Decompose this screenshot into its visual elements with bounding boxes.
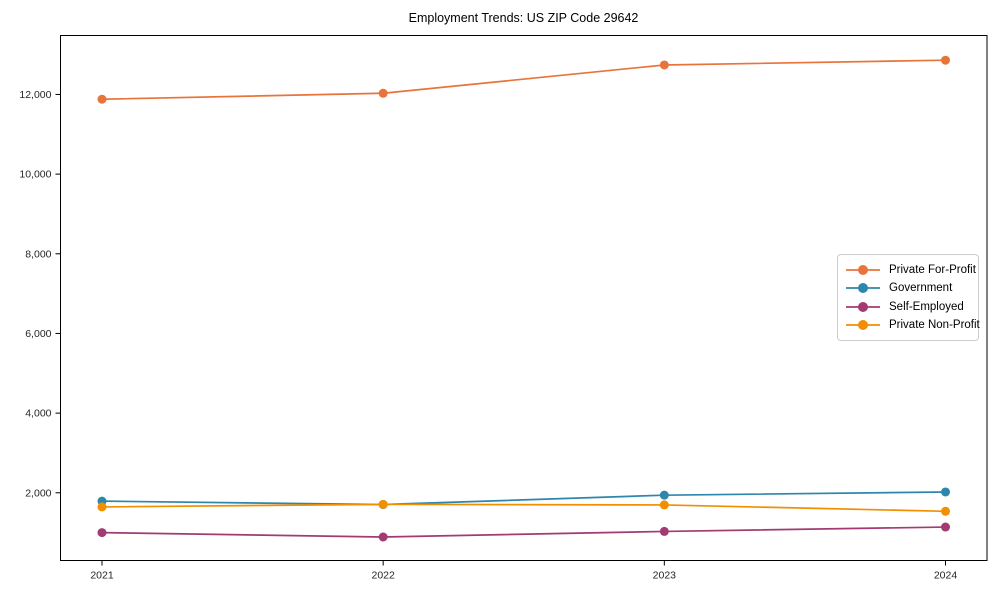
data-point-self-employed-2022 [378,532,388,542]
plot-border [60,35,988,561]
legend-line-marker-icon [846,319,880,330]
y-tick-label: 8,000 [25,248,51,260]
data-point-private-non-profit-2022 [378,499,388,509]
legend-item-government: Government [845,279,970,297]
y-tick-label: 10,000 [19,169,51,181]
legend-label: Private Non-Profit [889,318,980,331]
legend-item-self-employed: Self-Employed [845,298,970,316]
data-point-government-2023 [659,490,669,500]
line-series-private-for-profit [101,59,947,101]
data-point-private-non-profit-2021 [97,502,107,512]
data-point-self-employed-2024 [941,522,950,532]
legend: Private For-Profit Government Self-Emplo… [837,254,980,341]
data-point-private-for-profit-2021 [97,94,107,104]
data-point-private-for-profit-2023 [659,60,669,70]
data-point-self-employed-2023 [659,526,669,536]
y-tick-label: 12,000 [19,89,51,101]
y-tick-label: 2,000 [25,487,51,499]
legend-line-marker-icon [846,301,880,312]
line-series-government [101,491,947,506]
line-series-private-non-profit [101,503,947,513]
y-tick-label: 6,000 [25,328,51,340]
data-point-private-non-profit-2023 [659,500,669,510]
legend-label: Private For-Profit [889,264,976,276]
y-tick-label: 4,000 [25,408,51,420]
legend-line-marker-icon [846,283,880,294]
legend-label: Government [889,282,953,295]
x-tick-label: 2021 [90,570,114,582]
legend-label: Self-Employed [889,300,964,313]
data-point-private-non-profit-2024 [941,506,950,516]
legend-item-private-for-profit: Private For-Profit [845,261,976,279]
x-tick-label: 2022 [371,570,395,582]
data-point-self-employed-2021 [97,528,107,538]
line-series-self-employed [101,526,947,538]
x-tick-label: 2024 [934,570,958,582]
x-tick-label: 2023 [653,570,677,582]
data-point-government-2024 [941,487,950,497]
chart-title: Employment Trends: US ZIP Code 29642 [408,11,639,25]
legend-item-private-non-profit: Private Non-Profit [845,316,980,334]
data-point-private-for-profit-2024 [941,55,950,65]
legend-line-marker-icon [846,265,880,275]
data-point-private-for-profit-2022 [378,88,388,98]
